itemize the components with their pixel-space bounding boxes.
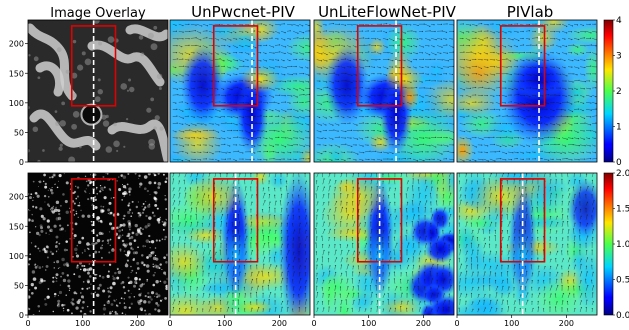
colorbar-tick-label: 0.0 — [616, 311, 629, 321]
panel-frame — [313, 19, 455, 163]
column-title-unliteflownet: UnLiteFlowNet-PIV — [318, 3, 457, 21]
xtick-label: 200 — [272, 319, 287, 328]
xtick-label: 100 — [75, 319, 90, 328]
panel-image-overlay-row-1 — [28, 20, 168, 162]
colorbar-tick-label: 1.0 — [616, 240, 629, 250]
panel-field-row-2-col-2 — [170, 173, 310, 315]
colorbar-tick-label: 3 — [616, 52, 622, 62]
xtick-label: 100 — [361, 319, 376, 328]
xtick-label: 200 — [416, 319, 431, 328]
colorbar-tick-label: 0.5 — [616, 276, 629, 286]
ytick-label: 50 — [14, 281, 24, 290]
ytick-label: 150 — [9, 222, 24, 231]
roi-box — [499, 25, 546, 107]
xtick-label: 100 — [217, 319, 232, 328]
xtick-label: 100 — [504, 319, 519, 328]
ytick-label: 150 — [9, 69, 24, 78]
colorbar-tick-label: 2 — [616, 87, 622, 97]
column-title-image-overlay: Image Overlay — [50, 6, 146, 21]
panel-field-row-2-col-3 — [314, 173, 454, 315]
roi-box — [356, 25, 403, 107]
xtick-label: 0 — [311, 319, 316, 328]
ytick-label: 100 — [9, 99, 24, 108]
ytick-label: 200 — [9, 40, 24, 49]
panel-field-row-1-col-2 — [170, 20, 310, 162]
xtick-label: 0 — [25, 319, 30, 328]
panel-frame — [27, 172, 169, 316]
panel-field-row-1-col-4 — [457, 20, 597, 162]
colorbar-tick-label: 1.5 — [616, 205, 629, 215]
colorbar-tick-label: 2.0 — [616, 169, 629, 179]
panel-frame — [456, 172, 598, 316]
panel-frame — [313, 172, 455, 316]
colorbar — [603, 172, 614, 316]
xtick-label: 200 — [130, 319, 145, 328]
ytick-label: 0 — [19, 311, 24, 320]
roi-box — [212, 25, 259, 107]
xtick-label: 0 — [454, 319, 459, 328]
colorbar-tick-label: 0 — [616, 158, 622, 168]
colorbar-tick-label: 4 — [616, 16, 622, 26]
panel-frame — [27, 19, 169, 163]
column-title-pivlab: PIVlab — [507, 3, 554, 21]
panel-frame — [169, 19, 311, 163]
colorbar-tick-label: 1 — [616, 123, 622, 133]
xtick-label: 200 — [559, 319, 574, 328]
panel-frame — [169, 172, 311, 316]
roi-box — [70, 25, 117, 107]
ytick-label: 50 — [14, 128, 24, 137]
panel-field-row-1-col-3 — [314, 20, 454, 162]
panel-image-overlay-row-2 — [28, 173, 168, 315]
panel-frame — [456, 19, 598, 163]
xtick-label: 0 — [167, 319, 172, 328]
ytick-label: 0 — [19, 158, 24, 167]
column-titles: Image Overlay UnPwcnet-PIV UnLiteFlowNet… — [50, 3, 553, 21]
ytick-label: 200 — [9, 193, 24, 202]
column-title-unpwcnet: UnPwcnet-PIV — [191, 3, 296, 21]
colorbar — [603, 19, 614, 163]
ytick-label: 100 — [9, 252, 24, 261]
